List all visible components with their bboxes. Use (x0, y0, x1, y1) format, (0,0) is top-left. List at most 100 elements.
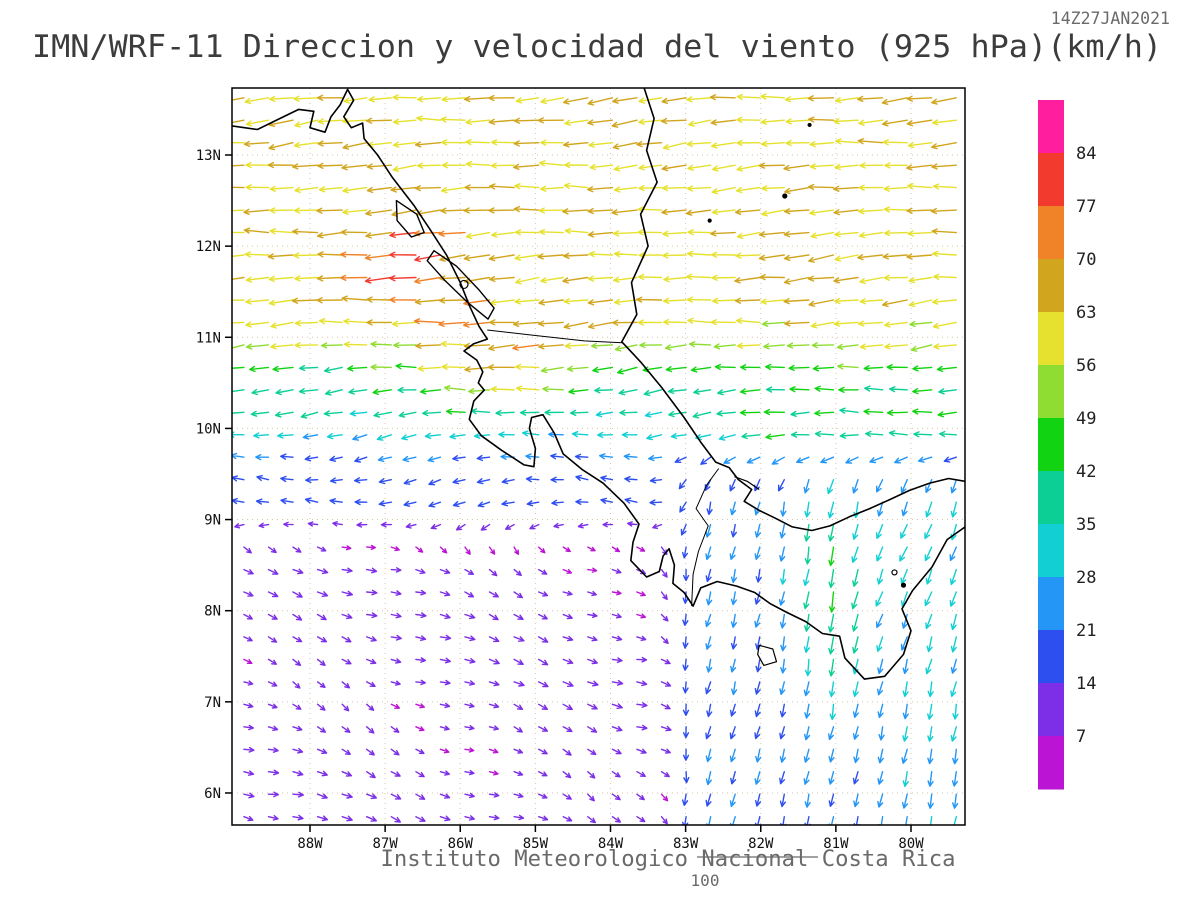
wind-arrow (705, 523, 712, 538)
wind-arrow (611, 119, 638, 128)
wind-arrow (902, 703, 909, 720)
wind-arrow (538, 793, 548, 799)
wind-arrow (639, 342, 663, 349)
wind-arrow (611, 679, 624, 686)
wind-arrow (894, 456, 908, 464)
wind-arrow (809, 163, 835, 170)
wind-arrow (390, 634, 402, 641)
wind-arrow (501, 478, 515, 485)
wind-arrow (827, 501, 835, 519)
wind-arrow (950, 501, 957, 518)
wind-arrow (718, 434, 736, 441)
wind-arrow (917, 456, 933, 463)
wind-arrow (232, 411, 245, 417)
wind-arrow (925, 501, 933, 518)
wind-arrow (900, 636, 908, 651)
wind-arrow (839, 432, 859, 439)
wind-arrow (828, 636, 835, 655)
wind-arrow (661, 164, 687, 172)
wind-arrow (670, 432, 687, 440)
wind-arrow (909, 320, 933, 328)
wind-arrow (705, 546, 712, 561)
wind-arrow (304, 497, 319, 504)
wind-arrow (512, 320, 540, 327)
wind-arrow (682, 546, 689, 559)
wind-arrow (562, 546, 571, 553)
wind-arrow (268, 275, 294, 283)
wind-arrow (548, 431, 564, 438)
wind-arrow (243, 636, 253, 642)
wind-arrow (711, 142, 736, 149)
wind-arrow (933, 343, 957, 350)
wind-arrow (575, 498, 589, 505)
wind-arrow (828, 726, 835, 741)
wind-arrow (544, 409, 564, 416)
wind-arrow (682, 748, 690, 761)
wind-arrow (587, 321, 614, 330)
wind-arrow (780, 501, 787, 517)
x-tick-label: 82W (748, 836, 774, 852)
wind-arrow (599, 453, 614, 460)
y-tick-label: 12N (196, 239, 221, 255)
wind-arrow (267, 253, 294, 260)
wind-arrow (243, 227, 270, 234)
wind-arrow (245, 276, 270, 283)
wind-arrow (316, 748, 328, 754)
wind-arrow (876, 479, 884, 493)
wind-arrow (316, 546, 327, 552)
wind-arrow (356, 522, 368, 528)
wind-arrow (439, 568, 451, 575)
wind-arrow (730, 568, 738, 584)
wind-arrow (316, 815, 329, 822)
wind-arrow (324, 389, 343, 396)
wind-arrow (551, 499, 564, 506)
wind-arrow (858, 208, 884, 215)
wind-arrow (638, 164, 663, 171)
wind-arrow (910, 344, 933, 352)
wind-arrow (587, 231, 614, 238)
wind-arrow (736, 164, 761, 172)
wind-arrow (562, 568, 573, 574)
wind-arrow (710, 230, 736, 237)
wind-arrow (785, 118, 810, 125)
wind-arrow (245, 343, 270, 350)
wind-arrow (810, 231, 835, 239)
wind-arrow (269, 185, 294, 192)
wind-arrow (636, 635, 647, 641)
wind-arrow (706, 591, 713, 606)
wind-arrow (588, 251, 614, 258)
wind-arrow (927, 726, 934, 742)
wind-arrow (888, 430, 908, 437)
wind-arrow (761, 209, 785, 217)
wind-arrow (710, 119, 736, 126)
colorbar-value: 56 (1076, 356, 1096, 376)
wind-arrow (292, 613, 303, 621)
wind-arrow (539, 185, 564, 192)
wind-arrow (513, 792, 524, 799)
wind-arrow (906, 164, 933, 171)
wind-arrow (600, 497, 614, 504)
wind-arrow (758, 231, 785, 238)
wind-arrow (243, 770, 255, 776)
wind-arrow (611, 703, 623, 709)
wind-arrow (730, 703, 737, 717)
wind-arrow (779, 771, 786, 785)
wind-arrow (845, 456, 859, 464)
wind-arrow (877, 658, 884, 675)
wind-arrow (828, 546, 835, 567)
wind-arrow (391, 320, 417, 327)
wind-arrow (924, 546, 933, 562)
wind-arrow (950, 523, 957, 541)
wind-arrow (537, 117, 564, 124)
wind-arrow (682, 658, 689, 671)
wind-arrow (828, 793, 835, 807)
wind-arrow (902, 658, 909, 675)
wind-arrow (575, 474, 589, 481)
colorbar-value: 42 (1076, 462, 1096, 482)
wind-arrow (489, 319, 515, 326)
wind-arrow (538, 613, 548, 620)
wind-arrow (390, 771, 401, 777)
wind-arrow (440, 116, 466, 123)
wind-arrow (341, 590, 353, 597)
wind-arrow (341, 658, 352, 665)
